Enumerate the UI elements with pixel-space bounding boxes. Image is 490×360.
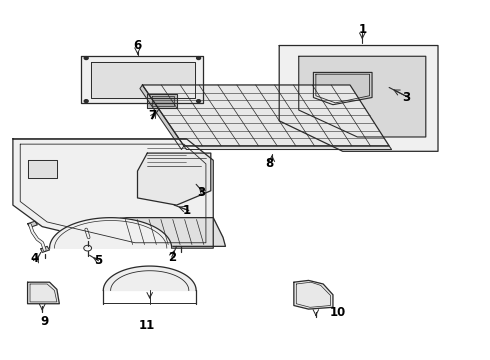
- Polygon shape: [147, 94, 176, 108]
- Text: 1: 1: [358, 23, 367, 36]
- Polygon shape: [41, 246, 49, 252]
- Polygon shape: [81, 56, 203, 103]
- Text: 3: 3: [402, 91, 410, 104]
- Polygon shape: [140, 85, 184, 149]
- Polygon shape: [118, 218, 225, 246]
- Text: 11: 11: [139, 319, 155, 332]
- Polygon shape: [314, 72, 372, 105]
- Polygon shape: [279, 45, 438, 151]
- Polygon shape: [91, 62, 195, 98]
- Polygon shape: [152, 96, 174, 107]
- Text: 6: 6: [133, 39, 142, 52]
- Text: 2: 2: [168, 251, 176, 264]
- Text: 1: 1: [182, 204, 191, 217]
- Circle shape: [196, 100, 200, 103]
- Text: 9: 9: [41, 315, 49, 328]
- Polygon shape: [299, 56, 426, 137]
- Text: 4: 4: [31, 252, 39, 265]
- Text: 7: 7: [148, 109, 156, 122]
- Circle shape: [196, 57, 200, 59]
- Circle shape: [84, 100, 88, 103]
- Polygon shape: [184, 146, 392, 149]
- Polygon shape: [294, 280, 333, 309]
- Polygon shape: [27, 221, 37, 227]
- Text: 5: 5: [94, 254, 102, 267]
- Text: 8: 8: [265, 157, 273, 170]
- Polygon shape: [103, 266, 196, 291]
- Polygon shape: [27, 160, 57, 178]
- Text: 10: 10: [330, 306, 346, 319]
- Text: 3: 3: [197, 186, 205, 199]
- Polygon shape: [143, 85, 389, 146]
- Polygon shape: [13, 139, 213, 248]
- Polygon shape: [84, 226, 93, 233]
- Polygon shape: [27, 282, 59, 304]
- Polygon shape: [138, 153, 211, 205]
- Polygon shape: [49, 218, 172, 248]
- Circle shape: [84, 57, 88, 59]
